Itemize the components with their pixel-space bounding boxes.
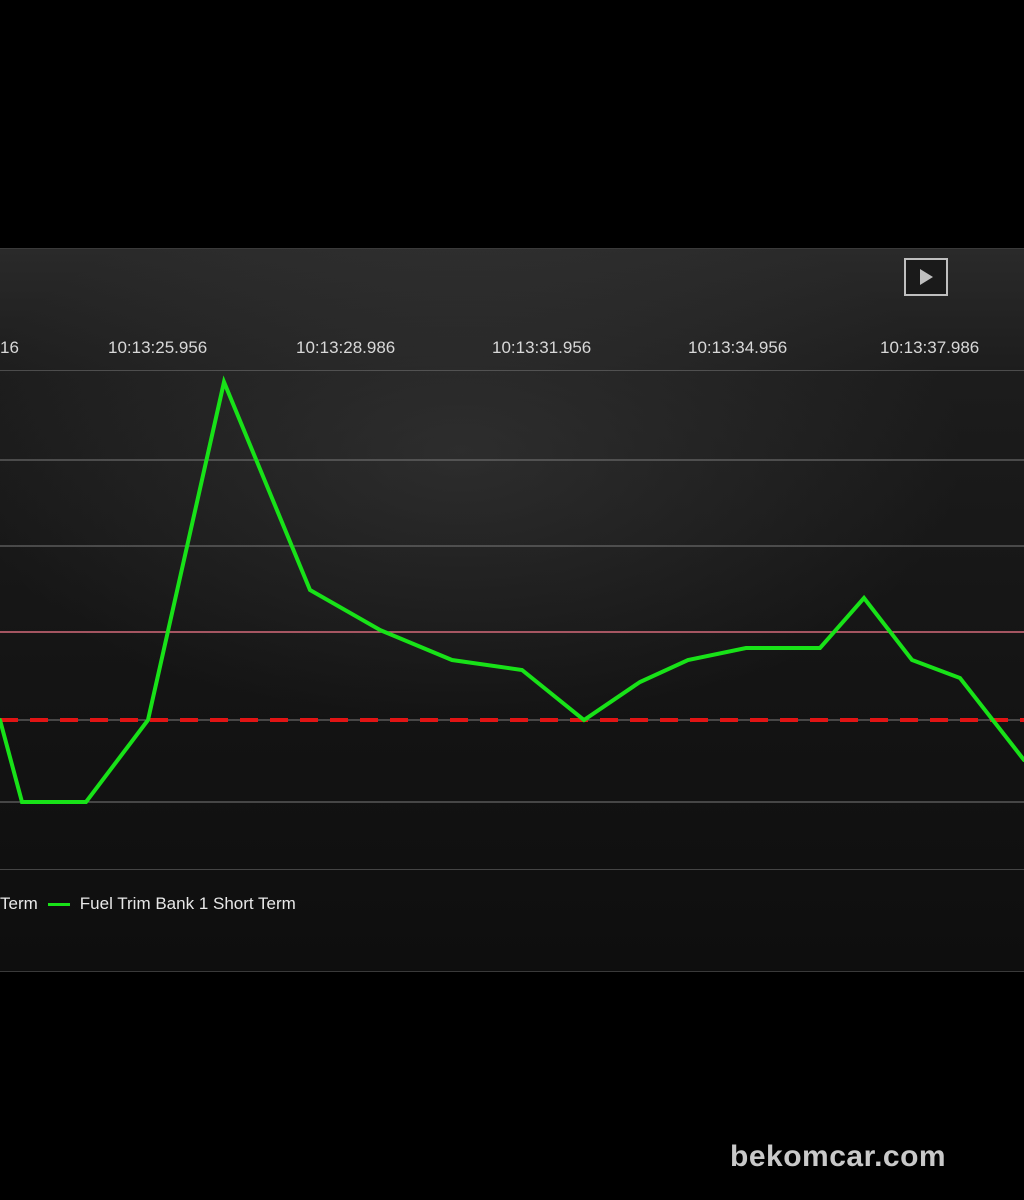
watermark-text: bekomcar.com — [730, 1140, 946, 1174]
x-axis-tick-label: 10:13:31.956 — [492, 338, 591, 358]
chart-area — [0, 370, 1024, 870]
x-axis-tick-label: 10:13:34.956 — [688, 338, 787, 358]
legend-item-label: Term — [0, 894, 38, 914]
legend-item-label: Fuel Trim Bank 1 Short Term — [80, 894, 296, 914]
x-axis-tick-label: 10:13:28.986 — [296, 338, 395, 358]
legend: Term Fuel Trim Bank 1 Short Term — [0, 894, 296, 914]
x-axis-tick-label: 10:13:25.956 — [108, 338, 207, 358]
legend-swatch — [48, 903, 70, 906]
page-root: 16 10:13:25.956 10:13:28.986 10:13:31.956 10… — [0, 0, 1024, 1200]
play-button[interactable] — [904, 258, 948, 296]
play-icon — [917, 268, 935, 286]
x-axis-tick-label: 16 — [0, 338, 19, 358]
chart-svg — [0, 370, 1024, 870]
x-axis-tick-label: 10:13:37.986 — [880, 338, 979, 358]
series-fuel-trim-short-term — [0, 382, 1024, 802]
